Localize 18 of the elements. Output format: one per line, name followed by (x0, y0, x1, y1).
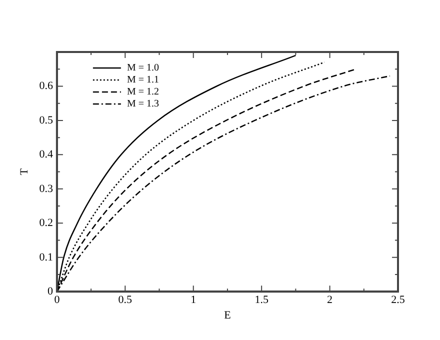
x-tick-label: 2 (327, 294, 333, 306)
y-tick-label: 0.2 (39, 217, 53, 230)
legend-label: M = 1.3 (126, 98, 159, 110)
y-tick-label: 0.5 (39, 114, 54, 126)
x-tick-label: 2.5 (391, 294, 406, 306)
y-tick-label: 0.6 (39, 80, 54, 92)
y-axis-title: T (18, 168, 30, 176)
y-tick-label: 0.1 (39, 251, 53, 264)
legend-label: M = 1.0 (126, 62, 159, 74)
x-tick-label: 1 (190, 294, 196, 306)
y-tick-label: 0 (47, 285, 54, 298)
legend-label: M = 1.2 (126, 86, 159, 98)
legend-label: M = 1.1 (126, 74, 159, 86)
x-axis-title: E (224, 309, 232, 322)
y-tick-label: 0.4 (39, 148, 54, 161)
x-tick-label: 0.5 (118, 294, 133, 306)
x-tick-label: 1.5 (254, 294, 269, 306)
y-tick-label: 0.3 (39, 182, 54, 195)
